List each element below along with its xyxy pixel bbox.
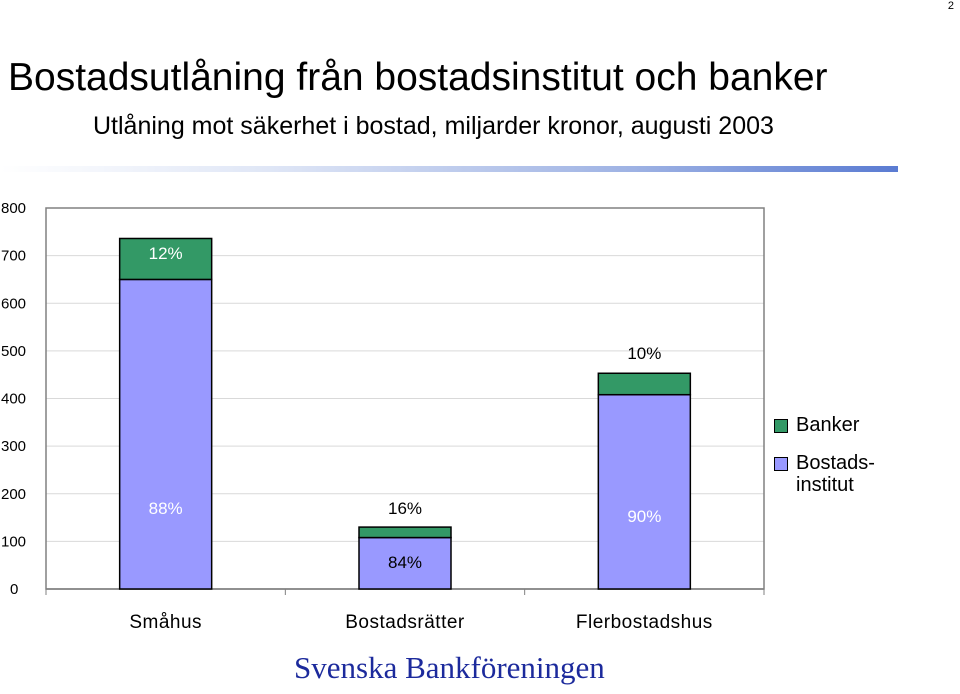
data-label-banker: 16%: [388, 499, 422, 518]
slide-title: Bostadsutlåning från bostadsinstitut och…: [8, 56, 828, 99]
bar-banker: [597, 372, 692, 396]
bar-banker: [358, 526, 452, 539]
bar-bostadsinstitut: [358, 536, 452, 590]
x-category-label: Småhus: [129, 612, 202, 633]
y-tick-label: 700: [1, 248, 26, 265]
legend-item-bostadsinstitut: Bostads-institut: [774, 452, 944, 496]
bar-bostadsinstitut: [118, 278, 213, 590]
y-tick-label: 600: [1, 295, 26, 312]
y-tick-label: 200: [1, 486, 26, 503]
y-tick-label: 500: [1, 343, 26, 360]
title-divider: [0, 166, 898, 172]
y-tick-label: 400: [1, 391, 26, 408]
data-label-bostadsinstitut: 88%: [149, 499, 183, 518]
data-label-bostadsinstitut: 90%: [627, 507, 661, 526]
legend-swatch-banker: [774, 419, 788, 433]
slide-subtitle: Utlåning mot säkerhet i bostad, miljarde…: [93, 112, 774, 140]
y-tick-label: 0: [10, 581, 18, 598]
legend-item-banker: Banker: [774, 414, 944, 436]
bar-bostadsinstitut: [597, 393, 692, 590]
legend-label-bostadsinstitut: Bostads-institut: [796, 452, 875, 496]
page-number: 2: [947, 0, 954, 12]
y-tick-label: 100: [1, 533, 26, 550]
bar-banker: [118, 237, 213, 281]
y-tick-label: 300: [1, 438, 26, 455]
x-category-label: Flerbostadshus: [576, 612, 713, 633]
chart-legend: Banker Bostads-institut: [774, 414, 944, 512]
footer-brand: Svenska Bankföreningen: [294, 650, 605, 685]
y-tick-label: 800: [1, 200, 26, 217]
data-label-banker: 10%: [627, 344, 661, 363]
legend-swatch-bostadsinstitut: [774, 457, 788, 471]
data-label-banker: 12%: [149, 244, 183, 263]
legend-label-banker: Banker: [796, 414, 860, 436]
x-category-label: Bostadsrätter: [345, 612, 465, 633]
data-label-bostadsinstitut: 84%: [388, 553, 422, 572]
